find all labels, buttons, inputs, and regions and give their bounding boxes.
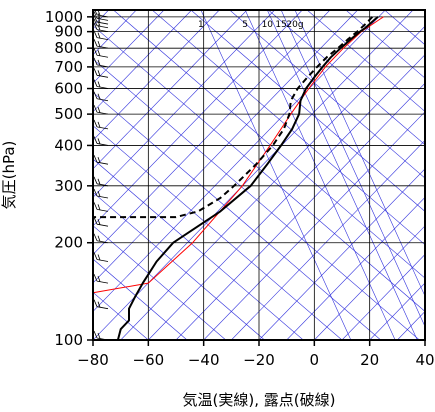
adiabat-line	[384, 10, 425, 46]
wind-barb	[93, 22, 109, 33]
x-tick-label: 40	[415, 351, 434, 369]
y-tick-label: 800	[54, 39, 83, 57]
isotherm-line	[314, 225, 425, 340]
y-tick-label: 300	[54, 177, 83, 195]
x-axis-label: 気温(実線), 露点(破線)	[183, 391, 336, 409]
mixing-ratio-label: 10	[262, 20, 274, 30]
isotherm-line	[369, 282, 425, 340]
wind-barb	[93, 136, 109, 146]
adiabat-line	[93, 125, 343, 340]
isotherm-line	[93, 10, 358, 284]
mixing-ratio-label: 1	[198, 20, 204, 30]
isotherm-line	[148, 54, 425, 340]
x-axis-ticks: −80 −60 −40 −20 0 20 40	[77, 340, 435, 369]
parcel-line	[93, 16, 384, 294]
isotherm-line	[93, 10, 165, 84]
mixing-ratio-label: 5	[242, 20, 248, 30]
mixing-ratio-line	[200, 10, 352, 340]
x-tick-label: −40	[188, 351, 220, 369]
isotherm-line	[93, 10, 386, 312]
wind-barbs	[93, 10, 109, 340]
isotherm-line	[93, 10, 414, 340]
wind-barb	[93, 48, 109, 58]
wind-barb	[93, 91, 109, 102]
wind-barb	[93, 104, 109, 115]
x-tick-label: 20	[360, 351, 379, 369]
isotherm-line	[93, 10, 192, 113]
y-tick-label: 900	[54, 23, 83, 41]
series-layer	[93, 16, 384, 340]
adiabat-line	[93, 58, 420, 340]
adiabat-line	[93, 25, 425, 312]
isotherm-line	[93, 10, 331, 255]
adiabat-line	[229, 10, 425, 179]
adiabat-line	[93, 258, 188, 340]
mixing-ratio-label: 15	[275, 20, 286, 30]
grid-lines	[93, 10, 425, 340]
mixing-ratio-label: 20g	[286, 20, 303, 30]
isotherm-line	[286, 196, 425, 340]
wind-barb	[93, 155, 109, 165]
wind-barb	[93, 176, 109, 187]
isotherm-line	[93, 10, 303, 227]
wind-barb	[93, 252, 109, 262]
wind-barb	[93, 233, 109, 244]
mixing-ratio-line	[244, 10, 396, 340]
mixing-ratio-labels: 1 5 10 15 20g	[198, 20, 304, 30]
wind-barb	[93, 57, 109, 68]
adiabat-line	[306, 10, 425, 112]
y-tick-label: 700	[54, 58, 83, 76]
wind-barb	[93, 39, 109, 49]
y-tick-label: 1000	[45, 8, 83, 26]
temperature-line	[116, 16, 379, 340]
isotherm-line	[175, 82, 425, 340]
isotherm-line	[231, 139, 425, 340]
adiabat-line	[93, 92, 381, 340]
adiabat-line	[151, 10, 425, 246]
isotherm-line	[424, 339, 425, 340]
wind-barb	[93, 299, 109, 310]
isotherm-line	[203, 111, 425, 340]
x-tick-label: −80	[77, 351, 109, 369]
mixing-ratio-line	[267, 10, 418, 340]
isotherm-line	[93, 10, 220, 141]
isotherm-line	[120, 25, 425, 340]
wind-barb	[93, 79, 109, 89]
wind-barb	[93, 330, 109, 340]
wind-barb	[93, 68, 109, 78]
y-tick-label: 500	[54, 105, 83, 123]
wind-barb	[93, 188, 109, 199]
adiabat-line	[422, 10, 425, 12]
y-tick-label: 400	[54, 136, 83, 154]
y-tick-label: 600	[54, 80, 83, 98]
mixing-ratio-line	[280, 10, 425, 328]
wind-barb	[93, 202, 109, 212]
isotherm-line	[258, 168, 425, 340]
wind-barb	[93, 217, 109, 227]
isotherm-line	[341, 253, 425, 340]
wind-barb	[93, 30, 109, 41]
x-tick-label: −20	[243, 351, 275, 369]
adiabat-line	[93, 158, 304, 340]
wind-barb	[93, 273, 109, 284]
adiabat-line	[345, 10, 425, 79]
wind-barb	[93, 119, 109, 130]
x-tick-label: −60	[133, 351, 165, 369]
isotherm-line	[93, 10, 275, 198]
x-tick-label: 0	[310, 351, 320, 369]
y-axis-label: 気圧(hPa)	[0, 141, 18, 210]
adiabat-line	[93, 192, 265, 340]
dewpoint-line	[93, 16, 374, 219]
y-tick-label: 100	[54, 331, 83, 349]
y-tick-label: 200	[54, 234, 83, 252]
isotherm-line	[93, 10, 248, 170]
